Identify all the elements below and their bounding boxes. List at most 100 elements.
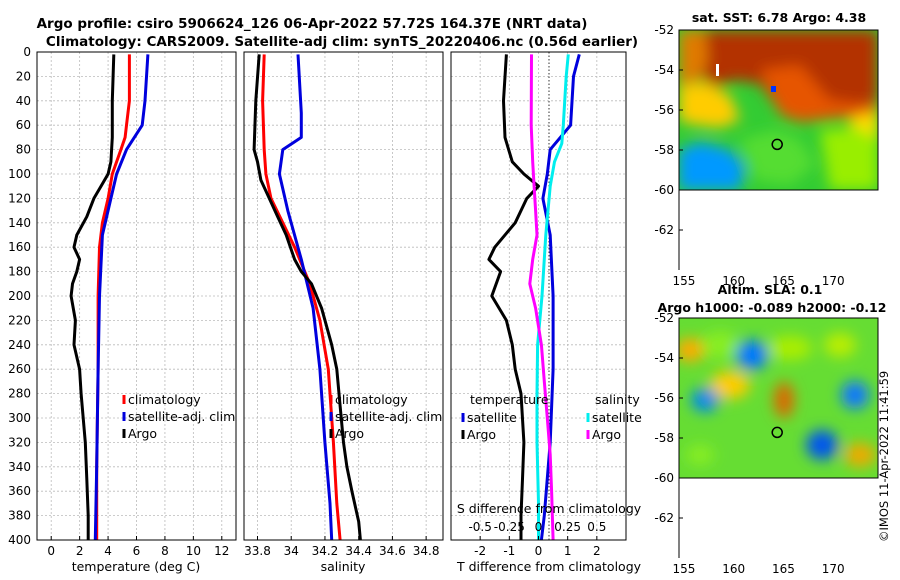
series-climatology: [261, 54, 342, 540]
y-tick-label: 300: [8, 411, 31, 425]
map-y-tick-label: -54: [654, 351, 674, 365]
x-tick-label: 34.2: [312, 544, 339, 558]
x-tick-label: 12: [214, 544, 229, 558]
y-tick-label: 20: [16, 69, 31, 83]
map-y-tick-label: -62: [654, 223, 674, 237]
secondary-x-tick-label: 0: [535, 520, 543, 534]
map-y-tick-label: -52: [654, 23, 674, 37]
salinity-xlabel: salinity: [321, 559, 366, 574]
title-line-1: Argo profile: csiro 5906624_126 06-Apr-2…: [37, 16, 588, 32]
y-tick-label: 40: [16, 94, 31, 108]
map-y-tick-label: -56: [654, 391, 674, 405]
sla-map-title-2: Argo h1000: -0.089 h2000: -0.12: [658, 300, 887, 315]
salinity-plot-frame: [243, 51, 444, 541]
y-tick-label: 400: [8, 533, 31, 547]
y-tick-label: 180: [8, 265, 31, 279]
sst-map-panel: sat. SST: 6.78 Argo: 4.38 -52 -54 -56 -58 -6…: [654, 10, 879, 288]
legend-label: Argo: [592, 427, 621, 442]
y-tick-label: 360: [8, 484, 31, 498]
x-tick-label: 4: [104, 544, 112, 558]
difference-profile-panel: -2 -1 0 1 2 -0.5 -0.25 0 0.25 0.5 S difference f…: [450, 51, 642, 574]
x-tick-label: 33.8: [244, 544, 271, 558]
y-tick-label: 140: [8, 216, 31, 230]
x-tick-label: 0: [47, 544, 55, 558]
legend-label: Argo: [335, 426, 364, 441]
temperature-xlabel: temperature (deg C): [72, 559, 201, 574]
y-tick-label: 380: [8, 509, 31, 523]
map-x-tick-label: 170: [822, 562, 845, 576]
y-tick-label: 200: [8, 289, 31, 303]
legend-label: satellite-adj. clim: [128, 409, 235, 424]
y-tick-label: 120: [8, 191, 31, 205]
salinity-difference-label: S difference from climatology: [457, 501, 642, 516]
legend-label: satellite-adj. clim: [335, 409, 442, 424]
x-tick-label: 34: [284, 544, 299, 558]
y-tick-label: 100: [8, 167, 31, 181]
y-tick-label: 80: [16, 143, 31, 157]
map-x-tick-label: 155: [673, 274, 696, 288]
sla-argo-position-marker: [771, 426, 783, 439]
y-tick-label: 160: [8, 240, 31, 254]
x-tick-label: 0: [535, 544, 543, 558]
map-y-tick-label: -58: [654, 143, 674, 157]
map-y-tick-label: -54: [654, 63, 674, 77]
map-x-tick-label: 165: [772, 562, 795, 576]
x-tick-label: 8: [161, 544, 169, 558]
x-tick-label: 34.4: [345, 544, 372, 558]
series-satellite-adj-clim: [277, 54, 334, 540]
x-tick-label: 2: [76, 544, 84, 558]
series-salinity-satellite: [535, 54, 570, 540]
x-tick-label: 6: [133, 544, 141, 558]
legend-label: satellite: [592, 410, 642, 425]
series-temperature-argo: [487, 54, 540, 540]
legend-label: Argo: [128, 426, 157, 441]
y-tick-label: 60: [16, 118, 31, 132]
series-salinity-argo: [528, 54, 555, 540]
map-x-tick-label: 170: [822, 274, 845, 288]
map-x-tick-label: 165: [772, 274, 795, 288]
legend-label: Argo: [467, 427, 496, 442]
map-x-tick-label: 155: [673, 562, 696, 576]
series-argo: [69, 54, 116, 540]
map-x-tick-label: 160: [722, 562, 745, 576]
x-tick-label: 34.8: [413, 544, 440, 558]
map-y-tick-label: -52: [654, 311, 674, 325]
secondary-x-tick-label: 0.5: [587, 520, 606, 534]
series-satellite-adj-clim: [93, 54, 150, 540]
secondary-x-tick-label: -0.25: [494, 520, 525, 534]
sst-field: [679, 30, 878, 190]
imos-credit: ©IMOS 11-Apr-2022 11:41:59: [877, 371, 891, 542]
temperature-difference-xlabel: T difference from climatology: [456, 559, 642, 574]
legend-title-temperature: temperature: [470, 392, 549, 407]
x-tick-label: 2: [593, 544, 601, 558]
y-tick-label: 220: [8, 313, 31, 327]
x-tick-label: -2: [474, 544, 486, 558]
sst-map-title: sat. SST: 6.78 Argo: 4.38: [692, 10, 866, 25]
salinity-profile-panel: 33.8 34 34.2 34.4 34.6 34.8 salinity climatol…: [243, 51, 444, 574]
legend-title-salinity: salinity: [595, 392, 640, 407]
y-tick-label: 240: [8, 338, 31, 352]
x-tick-label: 34.6: [379, 544, 406, 558]
title-line-2: Climatology: CARS2009. Satellite-adj cli…: [46, 34, 638, 50]
map-y-tick-label: -62: [654, 511, 674, 525]
map-y-tick-label: -60: [654, 471, 674, 485]
x-tick-label: -1: [503, 544, 515, 558]
y-tick-label: 0: [23, 45, 31, 59]
x-tick-label: 1: [564, 544, 572, 558]
map-x-tick-label: 160: [722, 274, 745, 288]
sla-map-panel: Altim. SLA: 0.1 Argo h1000: -0.089 h2000…: [654, 282, 886, 576]
sla-field: [679, 318, 878, 478]
map-y-tick-label: -60: [654, 183, 674, 197]
map-y-tick-label: -56: [654, 103, 674, 117]
secondary-x-tick-label: -0.5: [468, 520, 491, 534]
temperature-profile-panel: 0204060801001201401601802002202402602803…: [8, 45, 237, 574]
sst-argo-position-marker: [771, 138, 783, 151]
legend-label: climatology: [128, 392, 201, 407]
y-tick-label: 280: [8, 387, 31, 401]
sla-map-title-1: Altim. SLA: 0.1: [718, 282, 823, 297]
y-tick-label: 320: [8, 435, 31, 449]
y-tick-label: 340: [8, 460, 31, 474]
map-y-tick-label: -58: [654, 431, 674, 445]
y-tick-label: 260: [8, 362, 31, 376]
